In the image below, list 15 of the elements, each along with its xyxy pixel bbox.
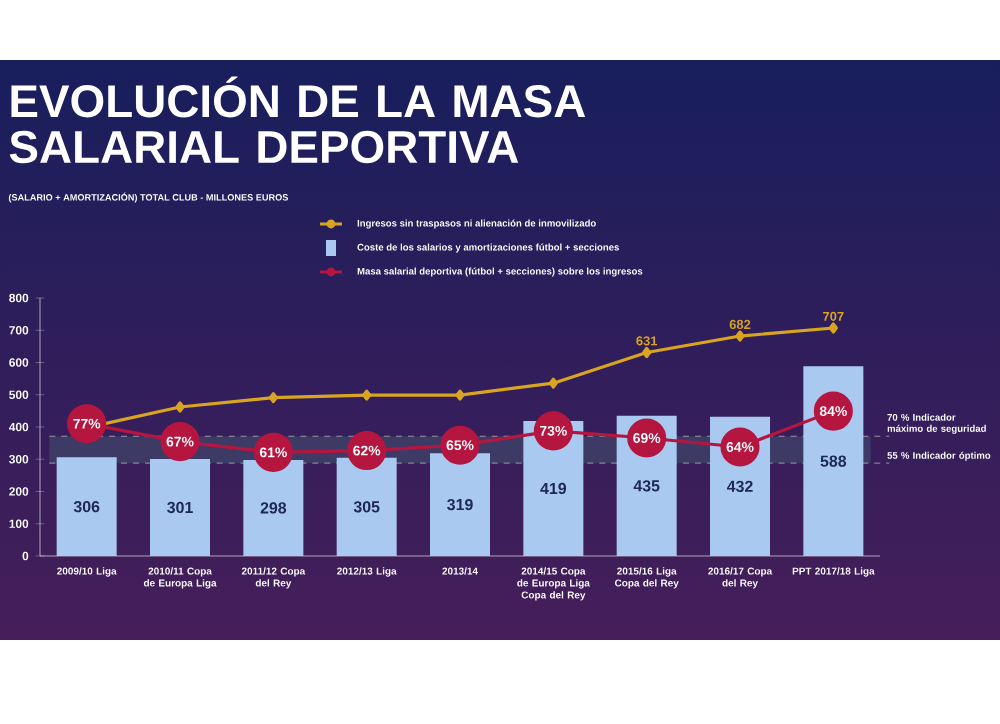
chart-title: EVOLUCIÓN DE LA MASA SALARIAL DEPORTIVA [9,76,586,164]
bar [430,453,491,556]
point [175,401,185,413]
point [455,389,465,401]
bar [803,366,864,556]
point [828,322,838,334]
point [268,392,278,404]
point [548,377,558,389]
bar [150,458,211,556]
bar [243,459,304,556]
bar [56,457,117,556]
point [362,389,372,401]
point [735,330,745,342]
bar [336,457,397,556]
point [642,346,652,359]
